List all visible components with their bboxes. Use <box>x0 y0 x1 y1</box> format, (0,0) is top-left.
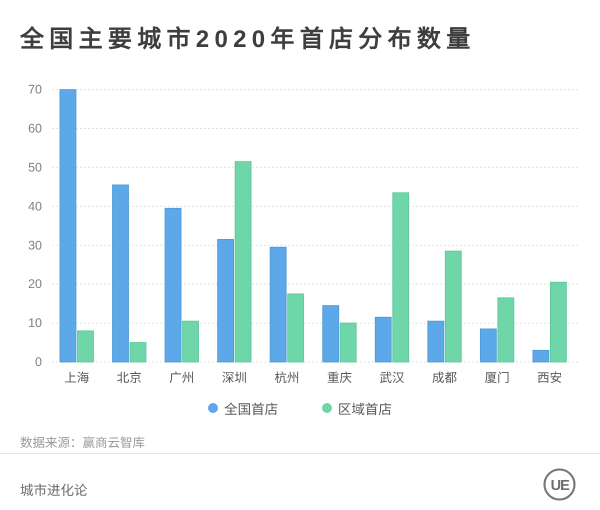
svg-text:杭州: 杭州 <box>274 371 299 385</box>
svg-text:10: 10 <box>28 316 42 330</box>
svg-text:0: 0 <box>35 355 42 369</box>
svg-text:UE: UE <box>551 478 570 494</box>
svg-text:重庆: 重庆 <box>327 371 353 385</box>
svg-text:深圳: 深圳 <box>222 371 247 385</box>
svg-text:20: 20 <box>28 277 42 291</box>
svg-text:70: 70 <box>28 83 42 97</box>
svg-text:武汉: 武汉 <box>379 371 405 385</box>
svg-text:50: 50 <box>28 160 42 174</box>
svg-text:40: 40 <box>28 199 42 213</box>
svg-text:成都: 成都 <box>432 371 458 385</box>
svg-text:厦门: 厦门 <box>485 371 510 385</box>
svg-text:60: 60 <box>28 122 42 136</box>
svg-text:上海: 上海 <box>64 371 90 385</box>
svg-text:广州: 广州 <box>169 371 194 385</box>
svg-text:30: 30 <box>28 238 42 252</box>
svg-text:西安: 西安 <box>537 371 562 385</box>
svg-text:北京: 北京 <box>117 371 142 385</box>
